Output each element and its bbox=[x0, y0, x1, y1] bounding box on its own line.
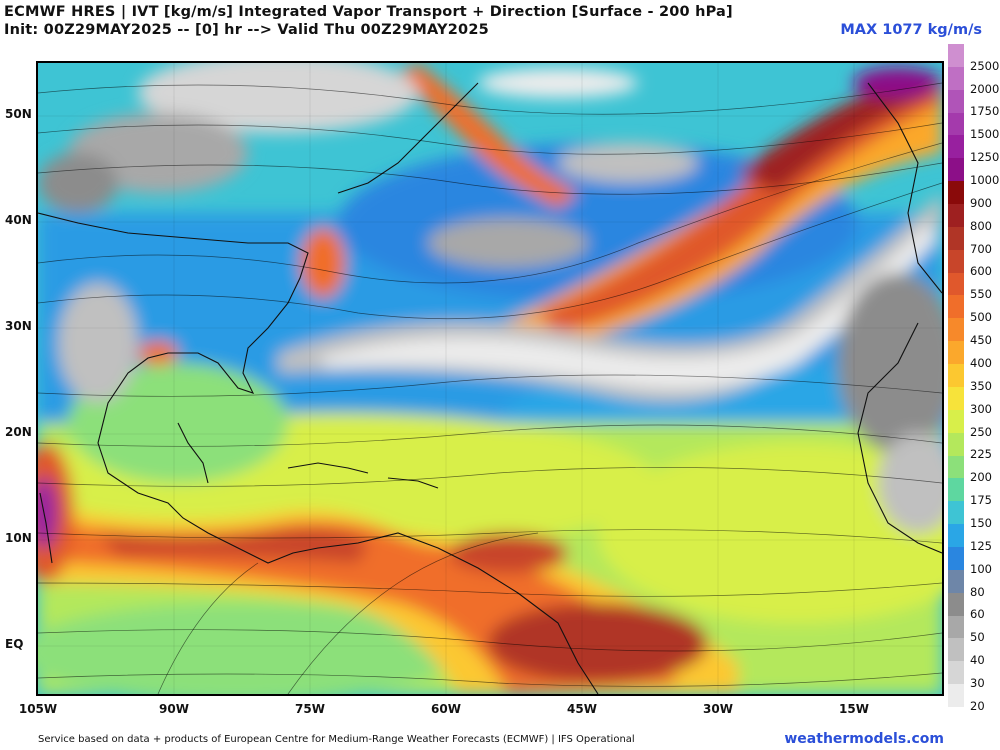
colorbar-label: 1750 bbox=[970, 104, 1000, 119]
lat-label-50n: 50N bbox=[5, 107, 32, 121]
ivt-map bbox=[36, 61, 944, 696]
colorbar-swatch bbox=[948, 66, 964, 91]
colorbar-swatch bbox=[948, 592, 964, 617]
colorbar-label: 250 bbox=[970, 424, 992, 439]
colorbar-swatch bbox=[948, 615, 964, 639]
colorbar-label: 225 bbox=[970, 447, 992, 462]
data-credit: Service based on data + products of Euro… bbox=[38, 734, 635, 745]
colorbar-label: 450 bbox=[970, 333, 992, 348]
colorbar-label: 50 bbox=[970, 630, 985, 645]
colorbar-swatch bbox=[948, 272, 964, 296]
colorbar-label: 100 bbox=[970, 561, 992, 576]
lon-label-90w: 90W bbox=[159, 702, 189, 716]
colorbar-swatch bbox=[948, 386, 964, 411]
colorbar-swatch bbox=[948, 226, 964, 251]
lat-label-40n: 40N bbox=[5, 213, 32, 227]
colorbar-label: 2500 bbox=[970, 58, 1000, 73]
colorbar-swatch bbox=[948, 478, 964, 502]
ivt-map-canvas bbox=[38, 63, 942, 694]
streamlines bbox=[38, 82, 942, 694]
coastlines bbox=[38, 82, 942, 694]
colorbar-label: 400 bbox=[970, 355, 992, 370]
colorbar-swatch bbox=[948, 661, 964, 685]
colorbar-swatch bbox=[948, 432, 964, 456]
colorbar-swatch bbox=[948, 44, 964, 68]
lon-label-15w: 15W bbox=[839, 702, 869, 716]
map-subtitle: Init: 00Z29MAY2025 -- [0] hr --> Valid T… bbox=[4, 22, 489, 38]
colorbar-label: 1250 bbox=[970, 150, 1000, 165]
colorbar-swatch bbox=[948, 455, 964, 479]
colorbar-swatch bbox=[948, 501, 964, 525]
lat-label-eq: EQ bbox=[5, 637, 24, 651]
lon-label-45w: 45W bbox=[567, 702, 597, 716]
colorbar-swatch bbox=[948, 249, 964, 274]
colorbar-label: 20 bbox=[970, 698, 985, 713]
lon-label-105w: 105W bbox=[18, 702, 58, 716]
colorbar-label: 500 bbox=[970, 310, 992, 325]
colorbar-swatch bbox=[948, 546, 964, 571]
colorbar-label: 150 bbox=[970, 515, 992, 530]
map-title: ECMWF HRES | IVT [kg/m/s] Integrated Vap… bbox=[4, 4, 733, 20]
colorbar-swatch bbox=[948, 89, 964, 114]
colorbar-swatch bbox=[948, 409, 964, 434]
graticule bbox=[38, 63, 942, 694]
colorbar-swatch bbox=[948, 135, 964, 159]
lat-label-10n: 10N bbox=[5, 531, 32, 545]
colorbar-label: 200 bbox=[970, 470, 992, 485]
colorbar-swatch bbox=[948, 684, 964, 708]
colorbar-label: 175 bbox=[970, 493, 992, 508]
colorbar-label: 800 bbox=[970, 218, 992, 233]
colorbar-swatch bbox=[948, 204, 964, 228]
colorbar-label: 900 bbox=[970, 195, 992, 210]
colorbar-swatch bbox=[948, 295, 964, 319]
colorbar-swatch bbox=[948, 181, 964, 205]
colorbar-swatch bbox=[948, 524, 964, 548]
colorbar-swatch bbox=[948, 638, 964, 662]
lon-label-60w: 60W bbox=[431, 702, 461, 716]
lon-label-75w: 75W bbox=[295, 702, 325, 716]
colorbar bbox=[948, 44, 964, 708]
colorbar-swatch bbox=[948, 318, 964, 342]
colorbar-swatch bbox=[948, 112, 964, 136]
lat-label-20n: 20N bbox=[5, 425, 32, 439]
colorbar-swatch bbox=[948, 158, 964, 182]
colorbar-label: 350 bbox=[970, 378, 992, 393]
colorbar-label: 30 bbox=[970, 675, 985, 690]
colorbar-label: 1500 bbox=[970, 127, 1000, 142]
colorbar-label: 550 bbox=[970, 287, 992, 302]
colorbar-label: 300 bbox=[970, 401, 992, 416]
site-link[interactable]: weathermodels.com bbox=[784, 731, 944, 747]
colorbar-label: 1000 bbox=[970, 173, 1000, 188]
colorbar-label: 700 bbox=[970, 241, 992, 256]
colorbar-label: 40 bbox=[970, 653, 985, 668]
colorbar-swatch bbox=[948, 341, 964, 365]
colorbar-label: 60 bbox=[970, 607, 985, 622]
colorbar-swatch bbox=[948, 569, 964, 594]
lat-label-30n: 30N bbox=[5, 319, 32, 333]
lon-label-30w: 30W bbox=[703, 702, 733, 716]
colorbar-label: 2000 bbox=[970, 81, 1000, 96]
colorbar-label: 600 bbox=[970, 264, 992, 279]
colorbar-label: 80 bbox=[970, 584, 985, 599]
colorbar-label: 125 bbox=[970, 538, 992, 553]
colorbar-swatch bbox=[948, 364, 964, 388]
max-value-label: MAX 1077 kg/m/s bbox=[840, 22, 982, 38]
